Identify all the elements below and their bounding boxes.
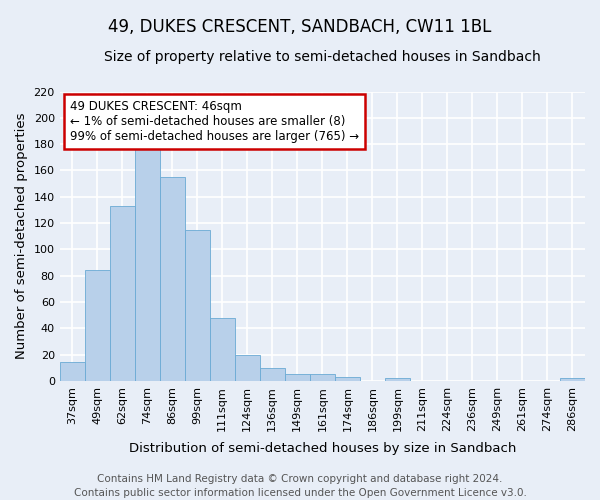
Bar [385, 378, 410, 381]
Bar [310, 374, 335, 381]
Bar [85, 270, 110, 381]
Bar [210, 318, 235, 381]
Bar [560, 378, 585, 381]
Bar [235, 354, 260, 381]
X-axis label: Distribution of semi-detached houses by size in Sandbach: Distribution of semi-detached houses by … [128, 442, 516, 455]
Bar [185, 230, 210, 381]
Bar [260, 368, 285, 381]
Bar [335, 377, 360, 381]
Text: 49, DUKES CRESCENT, SANDBACH, CW11 1BL: 49, DUKES CRESCENT, SANDBACH, CW11 1BL [109, 18, 491, 36]
Bar [160, 177, 185, 381]
Y-axis label: Number of semi-detached properties: Number of semi-detached properties [15, 113, 28, 360]
Text: 49 DUKES CRESCENT: 46sqm
← 1% of semi-detached houses are smaller (8)
99% of sem: 49 DUKES CRESCENT: 46sqm ← 1% of semi-de… [70, 100, 359, 143]
Bar [285, 374, 310, 381]
Text: Contains HM Land Registry data © Crown copyright and database right 2024.
Contai: Contains HM Land Registry data © Crown c… [74, 474, 526, 498]
Bar [59, 362, 85, 381]
Bar [110, 206, 135, 381]
Bar [135, 140, 160, 381]
Title: Size of property relative to semi-detached houses in Sandbach: Size of property relative to semi-detach… [104, 50, 541, 64]
